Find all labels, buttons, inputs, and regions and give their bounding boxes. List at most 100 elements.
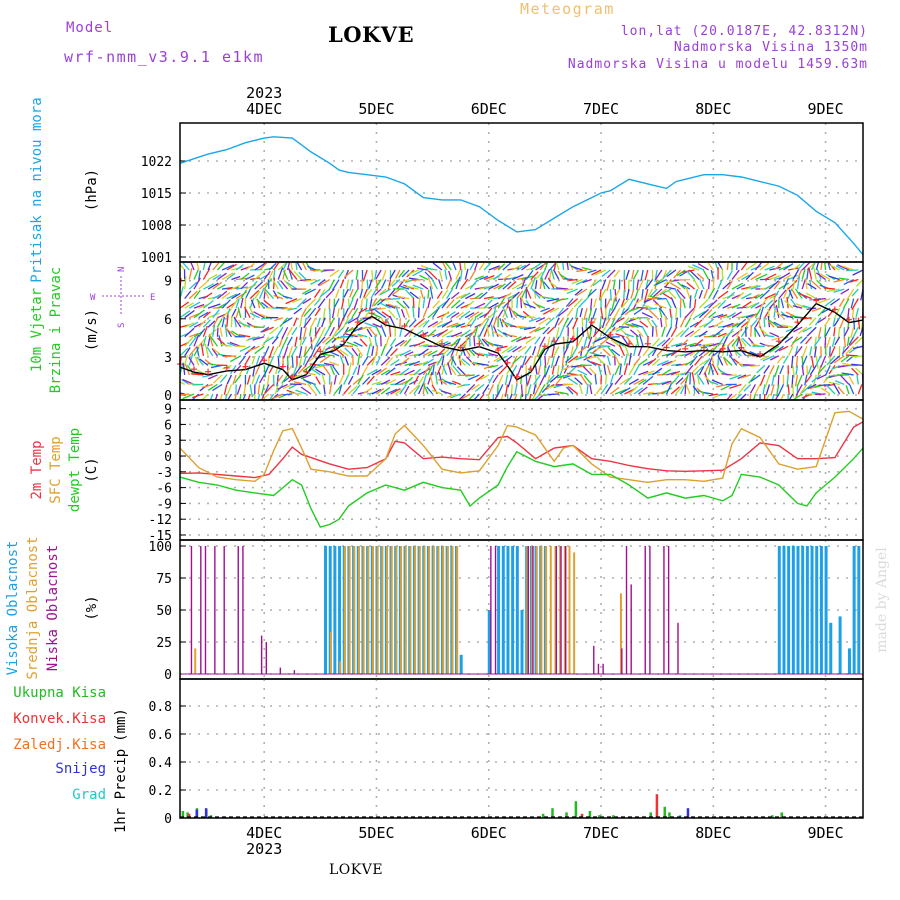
cloud-bar-low: [200, 546, 202, 674]
wind-arrow: [441, 348, 450, 357]
wind-arrow: [694, 366, 704, 376]
wind-arrow: [317, 298, 326, 309]
precip-bar: [588, 811, 592, 818]
wind-arrow: [525, 279, 534, 290]
wind-arrow: [314, 326, 321, 337]
wind-arrow: [240, 297, 244, 309]
wind-arrow: [793, 326, 803, 333]
wind-arrow: [769, 345, 780, 353]
wind-arrow: [488, 302, 499, 309]
wind-arrow: [217, 272, 227, 281]
wind-arrow: [347, 362, 352, 376]
wind-arrow: [246, 374, 251, 385]
wind-arrow: [846, 288, 855, 301]
wind-arrow: [446, 322, 459, 328]
compass-west-label: W: [90, 293, 96, 303]
wind-arrow: [777, 384, 785, 397]
precip-bar: [686, 808, 690, 818]
wind-arrow: [708, 299, 718, 309]
wind-arrow: [703, 302, 714, 309]
precip-axis-label: 1hr Precip: [113, 749, 129, 833]
wind-arrow: [390, 371, 401, 376]
precip-bar: [780, 812, 783, 818]
wind-arrow: [689, 348, 699, 357]
wind-arrow: [431, 389, 443, 395]
wind-axis-label-1: 10m Vjetar: [29, 288, 45, 372]
wind-arrow: [762, 384, 766, 395]
wind-arrow: [848, 375, 855, 385]
wind-arrow: [676, 288, 686, 300]
wind-arrow: [566, 288, 578, 295]
wind-arrow: [851, 288, 859, 297]
wind-arrow: [619, 377, 630, 386]
wind-arrow: [254, 270, 265, 281]
wind-arrow: [385, 379, 397, 386]
wind-arrow: [645, 317, 654, 328]
wind-arrow: [750, 293, 760, 300]
wind-arrow: [290, 262, 293, 271]
wind-arrow: [427, 329, 437, 338]
wind-arrow: [469, 327, 478, 338]
wind-arrow: [222, 286, 233, 290]
wind-arrow: [711, 379, 723, 386]
wind-arrow: [771, 374, 775, 387]
compass-south-label: S: [117, 323, 127, 328]
wind-arrow: [263, 336, 274, 344]
wind-arrow: [235, 298, 240, 309]
cloud-bar-mid: [531, 546, 534, 674]
wind-arrow: [649, 288, 658, 298]
wind-arrow: [233, 316, 242, 328]
wind-arrow: [741, 292, 752, 300]
wind-arrow: [268, 346, 275, 359]
wind-arrow: [448, 270, 452, 280]
wind-arrow: [424, 271, 434, 281]
wind-arrow: [364, 288, 373, 300]
wind-arrow: [755, 293, 764, 300]
wind-arrow: [816, 279, 827, 290]
wind-arrow: [307, 307, 317, 319]
wind-arrow: [644, 279, 654, 290]
wind-arrow: [340, 298, 345, 310]
wind-arrow: [208, 374, 218, 380]
wind-arrow: [832, 382, 841, 395]
wind-arrow: [852, 269, 863, 276]
wind-arrow: [808, 267, 813, 280]
wind-arrow: [493, 272, 503, 281]
wind-arrow: [594, 269, 606, 276]
wind-arrow: [447, 393, 457, 399]
wind-arrow: [398, 269, 406, 278]
wind-arrow: [843, 336, 846, 348]
wind-arrow: [335, 348, 345, 357]
wind-arrow: [623, 289, 626, 299]
wind-arrow: [451, 356, 457, 366]
wind-arrow: [774, 309, 784, 319]
wind-arrow: [293, 307, 303, 315]
wind-arrow: [773, 262, 783, 271]
wind-arrow: [624, 345, 630, 357]
cloud-bar-low: [190, 546, 193, 674]
wind-arrow: [571, 265, 583, 271]
wind-arrow: [599, 288, 607, 300]
wind-arrow: [601, 269, 611, 278]
wind-arrow: [361, 376, 371, 385]
cloud-bar-mid: [549, 546, 552, 674]
wind-arrow: [731, 311, 742, 319]
wind-arrow: [277, 262, 287, 271]
cloud-bar-mid: [554, 546, 557, 674]
wind-arrow: [488, 265, 500, 271]
wind-arrow: [591, 269, 602, 276]
wind-arrow: [268, 393, 275, 400]
wind-arrow: [207, 335, 211, 347]
wind-arrow: [820, 355, 827, 368]
wind-arrow: [764, 292, 776, 300]
wind-arrow: [581, 327, 584, 337]
wind-arrow: [406, 285, 419, 290]
wind-arrow: [248, 306, 256, 318]
wind-arrow: [662, 292, 672, 300]
wind-arrow: [717, 355, 724, 366]
wind-arrow: [542, 307, 555, 315]
wind-arrow: [494, 393, 499, 400]
wind-arrow: [419, 274, 429, 281]
wind-arrow: [639, 320, 649, 328]
